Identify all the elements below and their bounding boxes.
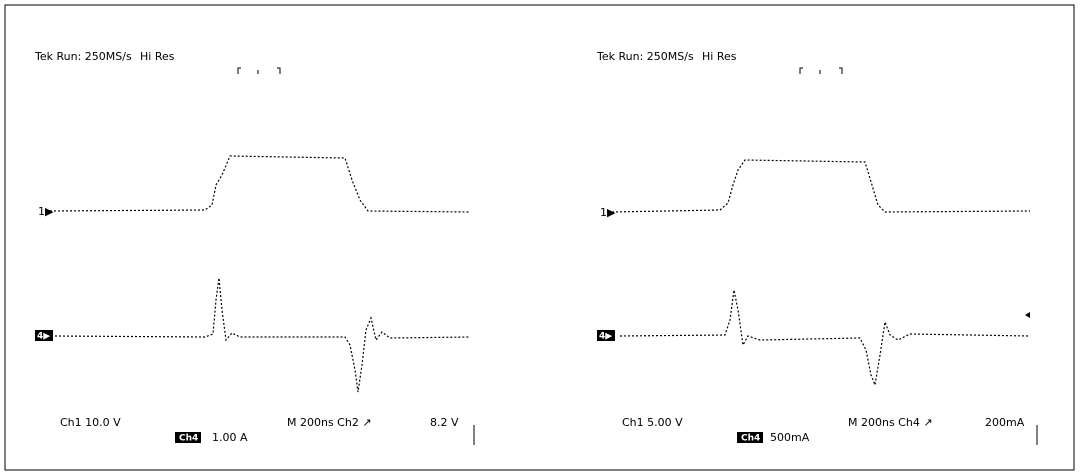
ch4-label: Ch4 (179, 434, 198, 444)
waveform (612, 160, 1030, 212)
scope-panel: Tek Run: 250MS/s Hi Res 1▶ 4▶ Ch1 5.00 V… (596, 50, 1037, 445)
ch1-scale: Ch1 5.00 V (622, 416, 683, 429)
ch4-marker: 4▶ (37, 332, 50, 342)
trigger-arrow (1025, 312, 1030, 318)
mode: Hi Res (140, 50, 175, 63)
trigger-level: 200mA (985, 416, 1025, 429)
figure: Tek Run: 250MS/s Hi Res 1▶ 4▶ Ch1 10.0 V… (0, 0, 1080, 476)
ch1-scale: Ch1 10.0 V (60, 416, 121, 429)
ch4-scale: 1.00 A (212, 431, 248, 444)
mode: Hi Res (702, 50, 737, 63)
timebase: M 200ns Ch2 ↗ (287, 416, 372, 429)
scope-panel: Tek Run: 250MS/s Hi Res 1▶ 4▶ Ch1 10.0 V… (34, 50, 474, 445)
waveform (620, 290, 1030, 385)
trigger-level: 8.2 V (430, 416, 459, 429)
waveform (50, 156, 470, 212)
ch4-scale: 500mA (770, 431, 810, 444)
frame (5, 5, 1074, 470)
waveform (55, 278, 470, 392)
timebase: M 200ns Ch4 ↗ (848, 416, 933, 429)
header: Tek Run: 250MS/s (596, 50, 694, 63)
ch4-label: Ch4 (741, 434, 760, 444)
trigger-bracket (238, 68, 280, 74)
trigger-bracket (800, 68, 842, 74)
header: Tek Run: 250MS/s (34, 50, 132, 63)
ch4-marker: 4▶ (599, 332, 612, 342)
